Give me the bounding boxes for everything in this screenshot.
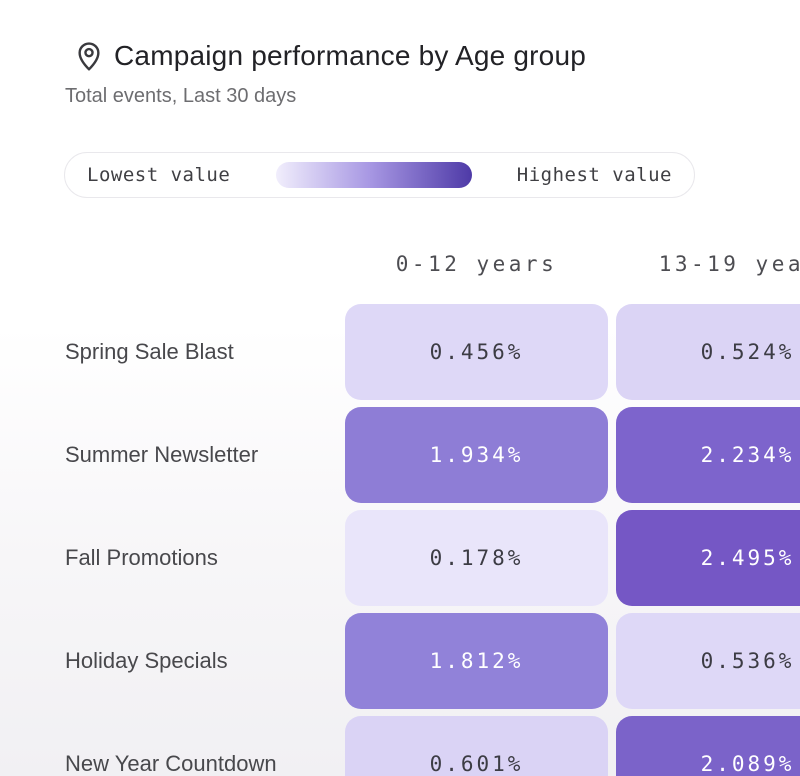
heatmap-cell[interactable]: 1.812% <box>345 613 608 709</box>
row-label-3: Holiday Specials <box>65 648 228 673</box>
col-header-0: 0-12 years <box>395 252 558 276</box>
row-label-1: Summer Newsletter <box>65 442 259 467</box>
value-legend: Lowest value Highest value <box>64 152 695 198</box>
heatmap-cell[interactable]: 1.934% <box>345 407 608 503</box>
heatmap-cell[interactable]: 2.234% <box>616 407 800 503</box>
row-label-4: New Year Countdown <box>65 751 277 776</box>
legend-low-label: Lowest value <box>87 164 231 186</box>
chart-title: Campaign performance by Age group <box>114 40 586 71</box>
legend-gradient-bar <box>275 162 472 188</box>
row-label-0: Spring Sale Blast <box>65 339 234 364</box>
heatmap-cell[interactable]: 0.178% <box>345 510 608 606</box>
heatmap-cell[interactable]: 0.456% <box>345 304 608 400</box>
legend-high-label: Highest value <box>516 164 672 186</box>
heatmap-cell[interactable]: 0.524% <box>616 304 800 400</box>
heatmap-cell[interactable]: 0.601% <box>345 716 608 776</box>
location-pin-icon <box>72 39 106 73</box>
row-label-2: Fall Promotions <box>65 545 218 570</box>
chart-subtitle: Total events, Last 30 days <box>65 85 297 107</box>
heatmap-cell[interactable]: 2.495% <box>616 510 800 606</box>
col-header-1: 13-19 years <box>658 252 800 276</box>
heatmap-cell[interactable]: 2.089% <box>616 716 800 776</box>
heatmap-cell[interactable]: 0.536% <box>616 613 800 709</box>
